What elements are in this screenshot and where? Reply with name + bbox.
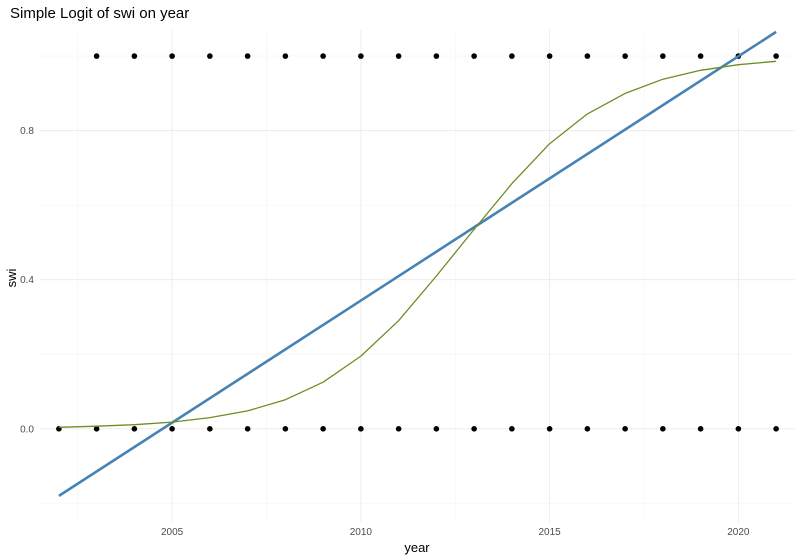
y-tick-label: 0.8	[20, 126, 34, 137]
data-point	[244, 426, 251, 432]
data-point	[169, 426, 175, 432]
x-tick-label: 2010	[350, 527, 373, 538]
grid	[40, 30, 795, 522]
data-point	[584, 426, 591, 432]
logit-fit-line	[58, 60, 777, 428]
data-point	[93, 53, 100, 59]
x-tick-label: 2020	[727, 527, 750, 538]
data-point	[509, 426, 515, 432]
data-point	[584, 53, 591, 59]
data-point	[358, 53, 364, 59]
data-point	[169, 53, 175, 59]
data-point	[660, 53, 666, 59]
data-point	[395, 53, 402, 59]
data-point	[282, 53, 289, 59]
data-point	[471, 426, 477, 432]
data-point	[773, 53, 779, 59]
data-point	[622, 426, 628, 432]
data-point	[697, 53, 704, 59]
y-tick-label: 0.4	[20, 275, 34, 286]
plot-area	[56, 30, 779, 497]
data-point	[697, 426, 704, 432]
data-point	[660, 426, 666, 432]
data-point	[131, 426, 138, 432]
data-point	[546, 53, 553, 59]
data-point	[320, 426, 326, 432]
x-tick-label: 2015	[539, 527, 562, 538]
linear-fit-line	[58, 30, 777, 497]
data-point	[433, 53, 440, 59]
data-point	[282, 426, 289, 432]
data-point	[358, 426, 364, 432]
tick-labels: 2005 2010 2015 2020 0.0 0.4 0.8	[20, 126, 750, 538]
data-point	[320, 53, 326, 59]
data-point	[509, 53, 515, 59]
x-axis-title: year	[404, 540, 430, 555]
data-point	[471, 53, 477, 59]
data-point	[735, 426, 742, 432]
data-point	[93, 426, 100, 432]
y-axis-title: swi	[4, 269, 19, 288]
data-point	[244, 53, 251, 59]
data-point	[207, 53, 213, 59]
data-point	[395, 426, 402, 432]
data-point	[207, 426, 213, 432]
chart-title: Simple Logit of swi on year	[10, 5, 189, 22]
data-point	[546, 426, 553, 432]
data-point	[433, 426, 440, 432]
y-tick-label: 0.0	[20, 424, 34, 435]
data-point	[773, 426, 779, 432]
data-point	[622, 53, 628, 59]
x-tick-label: 2005	[161, 527, 184, 538]
data-point	[131, 53, 138, 59]
